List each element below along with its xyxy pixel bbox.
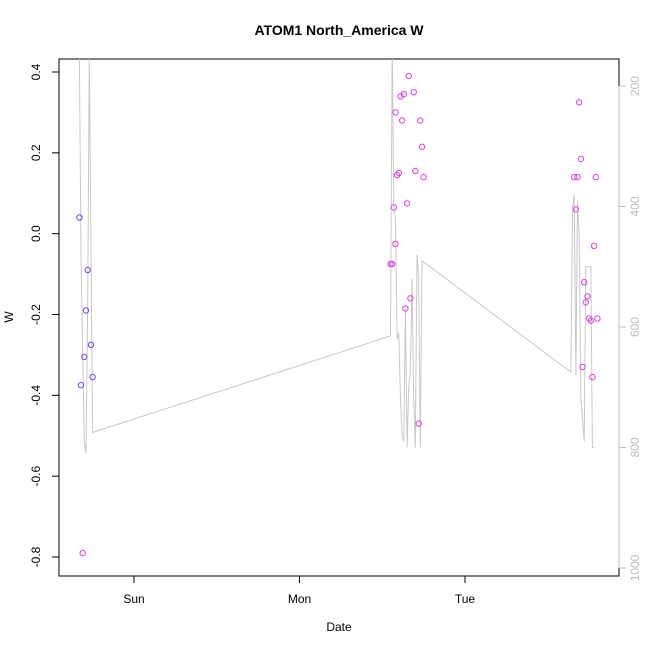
data-point (77, 382, 85, 389)
y-tick-label: -0.4 (29, 385, 43, 406)
data-point (410, 89, 417, 96)
chart-title: ATOM1 North_America W (254, 22, 424, 38)
x-tick-label: Mon (288, 592, 311, 606)
y-tick-label: -0.8 (29, 546, 43, 567)
series-points-layer (76, 72, 601, 557)
data-point (76, 214, 83, 221)
y-tick-label: 0.2 (29, 144, 43, 161)
data-point (395, 169, 402, 177)
y-tick-label: -0.2 (29, 304, 43, 325)
y-right-tick-label: 200 (628, 76, 642, 96)
data-point (407, 295, 414, 302)
data-point (584, 293, 591, 300)
plot-area (58, 58, 620, 577)
y-right-tick-label: 800 (628, 437, 642, 457)
data-point (589, 373, 596, 381)
y-right-tick-label: 600 (628, 317, 642, 337)
y-axis-right: 200 400 600 800 1000 (618, 76, 642, 581)
data-point (572, 206, 580, 213)
data-point (594, 315, 601, 322)
y-right-tick-label: 1000 (628, 554, 642, 581)
data-point (403, 200, 411, 207)
data-point (81, 353, 88, 361)
data-point (82, 307, 90, 314)
data-point (582, 299, 589, 306)
y-axis: -0.8 -0.6 -0.4 -0.2 0.0 0.2 0.4 (29, 63, 60, 567)
data-point (400, 91, 407, 98)
data-point (390, 204, 397, 211)
y-axis-label: W (2, 311, 16, 323)
data-point (79, 549, 86, 557)
data-point (581, 279, 588, 286)
data-point (397, 93, 404, 100)
data-point (412, 167, 419, 175)
y-tick-label: -0.6 (29, 466, 43, 487)
data-point (402, 305, 409, 312)
data-point (405, 72, 412, 80)
data-point (418, 143, 426, 151)
data-point (420, 173, 427, 181)
data-point (576, 99, 583, 106)
data-point (392, 109, 399, 116)
x-tick-label: Sun (123, 592, 144, 606)
data-point (592, 173, 599, 181)
data-point (84, 266, 91, 274)
x-axis: Sun Mon Tue (123, 575, 476, 606)
data-point (87, 341, 95, 348)
data-point (387, 260, 394, 268)
data-point (415, 420, 422, 427)
data-point (587, 317, 594, 324)
series-line-layer (78, 59, 595, 454)
data-point (577, 155, 585, 163)
data-point (392, 240, 399, 248)
x-tick-label: Tue (455, 592, 476, 606)
data-point (574, 173, 581, 181)
x-axis-label: Date (326, 620, 352, 634)
y-tick-label: 0.0 (29, 225, 43, 242)
data-point (398, 117, 406, 124)
y-right-tick-label: 400 (628, 196, 642, 216)
y-tick-label: 0.4 (29, 63, 43, 80)
data-point (417, 117, 424, 124)
data-point (89, 373, 96, 381)
data-point (571, 173, 578, 181)
data-point (579, 363, 586, 371)
series-line (78, 59, 595, 454)
data-point (590, 242, 598, 250)
